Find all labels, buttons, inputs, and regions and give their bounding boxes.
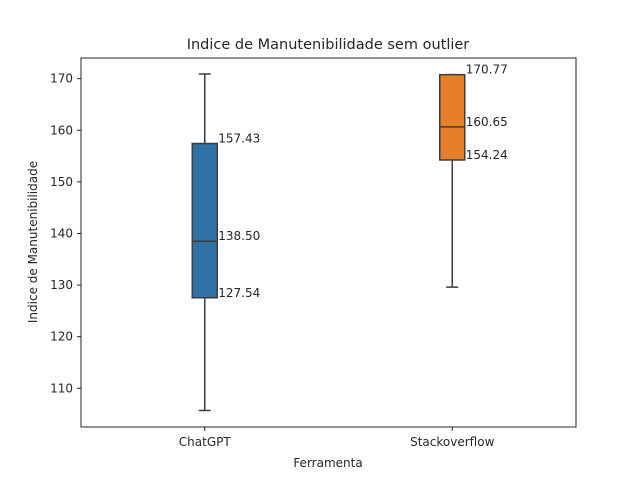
y-tick-label: 120	[50, 330, 73, 344]
box-stackoverflow: 170.77 160.65 154.24	[439, 63, 508, 288]
iqr-box	[439, 73, 466, 161]
value-label: 160.65	[466, 115, 508, 129]
value-label: 157.43	[218, 132, 260, 146]
y-tick-label: 160	[50, 123, 73, 137]
y-tick-label: 140	[50, 226, 73, 240]
y-axis: 110 120 130 140 150 160 170	[50, 72, 81, 395]
boxes-layer: 157.43 138.50 127.54 170.77 160.65 154.24	[191, 63, 508, 412]
value-label: 138.50	[218, 229, 260, 243]
y-tick-label: 170	[50, 72, 73, 86]
chart-title: Indice de Manutenibilidade sem outlier	[187, 37, 470, 53]
value-label: 170.77	[466, 63, 508, 77]
plot-area-frame	[80, 57, 577, 428]
value-label: 127.54	[218, 286, 260, 300]
x-axis-label: Ferramenta	[293, 456, 362, 470]
x-tick-label: ChatGPT	[179, 435, 232, 449]
x-tick-label: Stackoverflow	[410, 435, 494, 449]
box-chatgpt: 157.43 138.50 127.54	[191, 73, 260, 412]
y-tick-label: 130	[50, 278, 73, 292]
y-tick-label: 110	[50, 381, 73, 395]
iqr-box	[191, 142, 218, 299]
value-label: 154.24	[466, 148, 508, 162]
y-tick-label: 150	[50, 175, 73, 189]
x-axis: ChatGPT Stackoverflow	[179, 427, 495, 449]
y-axis-label: Indice de Manutenibilidade	[26, 161, 40, 323]
